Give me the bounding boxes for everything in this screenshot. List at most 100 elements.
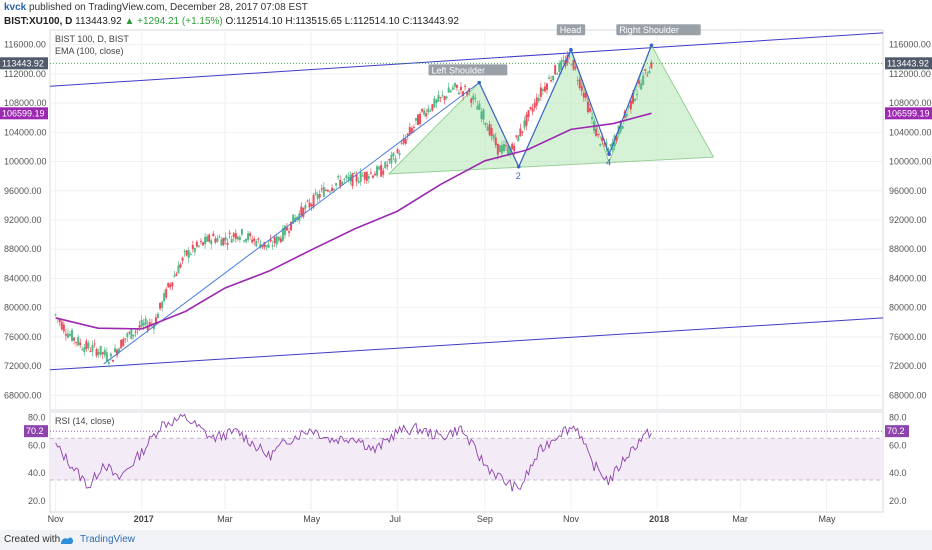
rsi-badge-right: 70.2 <box>887 426 905 436</box>
tradingview-brand[interactable]: TradingView <box>80 534 136 545</box>
candle-body <box>195 241 198 247</box>
price-chart[interactable]: 116000.00 116000.00 112000.00 112000.00 1080… <box>0 0 932 530</box>
rsi-axis-right-tick: 40.0 <box>889 468 907 478</box>
price-axis-left-tick: 72000.00 <box>4 361 42 371</box>
candle-body <box>464 85 467 87</box>
candle-body <box>122 339 125 347</box>
candle-body <box>187 250 190 258</box>
candle-body <box>496 143 499 155</box>
candle-body <box>562 60 565 62</box>
candle-body <box>558 63 561 73</box>
rsi-badge-right-bg <box>885 425 909 438</box>
time-axis-tick: 2017 <box>134 514 154 524</box>
candle-body <box>83 347 86 353</box>
candle-body <box>646 75 649 77</box>
candle-body <box>392 152 395 157</box>
candle-body <box>157 313 160 319</box>
candle-body <box>429 110 432 112</box>
candle-body <box>142 322 145 326</box>
candle-body <box>570 64 573 66</box>
candle-body <box>197 245 200 247</box>
candle-body <box>402 138 405 144</box>
candle-body <box>374 173 377 176</box>
candle-body <box>238 237 241 240</box>
candle-body <box>58 319 61 323</box>
pattern-label: Head <box>560 25 582 35</box>
time-axis-tick: Sep <box>477 514 493 524</box>
candle-body <box>578 79 581 88</box>
candle-body <box>365 172 368 181</box>
candle-body <box>245 238 248 242</box>
author-name[interactable]: kvck <box>4 2 27 13</box>
candle-body <box>355 174 358 182</box>
candle-body <box>322 187 325 197</box>
candle-body <box>240 229 243 235</box>
candle-body <box>275 236 278 245</box>
trend-line <box>103 82 480 365</box>
candle-body <box>220 239 223 246</box>
price-axis-left-tick: 92000.00 <box>4 215 42 225</box>
candle-body <box>404 138 407 144</box>
candle-body <box>462 91 465 97</box>
candle-body <box>85 340 88 350</box>
pattern-point <box>516 164 521 169</box>
candle-body <box>634 98 637 101</box>
candle-body <box>120 339 123 349</box>
candle-body <box>644 69 647 71</box>
candle-body <box>386 164 389 167</box>
candle-body <box>490 127 493 136</box>
candle-body <box>163 293 166 302</box>
ema-line <box>55 112 652 330</box>
candle-body <box>478 103 481 110</box>
candle-body <box>304 205 307 209</box>
candle-body <box>509 148 512 155</box>
candle-body <box>232 233 235 237</box>
candle-body <box>523 120 526 128</box>
candle-body <box>247 233 250 240</box>
pattern-point-label: 2 <box>516 171 521 181</box>
candle-body <box>265 245 268 247</box>
rsi-badge-left-bg <box>24 425 48 438</box>
candle-body <box>124 338 127 340</box>
candle-body <box>576 80 579 82</box>
pattern-label: Left Shoulder <box>432 65 486 75</box>
candle-body <box>279 238 282 243</box>
candle-body <box>87 342 90 349</box>
candle-body <box>535 97 538 106</box>
candle-body <box>400 143 403 145</box>
neckline <box>388 156 714 175</box>
candle-body <box>263 242 266 248</box>
candle-body <box>175 273 178 277</box>
candle-body <box>537 98 540 102</box>
candle-body <box>68 334 71 336</box>
candle-body <box>531 108 534 112</box>
candle-body <box>285 227 288 231</box>
time-axis-tick: Mar <box>732 514 748 524</box>
candle-body <box>218 236 221 238</box>
candle-body <box>470 98 473 103</box>
candle-body <box>159 302 162 309</box>
candle-body <box>627 106 630 108</box>
candle-body <box>541 89 544 91</box>
candle-body <box>255 241 258 247</box>
candle-body <box>554 65 557 75</box>
pattern-label-bg <box>556 24 586 36</box>
candle-body <box>597 133 600 135</box>
price-axis-right-tick: 100000.00 <box>889 157 932 167</box>
ema-value-badge-left: 106599.19 <box>2 108 45 118</box>
candle-body <box>296 216 299 220</box>
rsi-legend: RSI (14, close) <box>55 416 115 426</box>
pattern-point <box>477 80 482 85</box>
candle-body <box>545 83 548 90</box>
candle-body <box>140 319 143 327</box>
candle-body <box>167 282 170 288</box>
candle-body <box>105 352 108 362</box>
candle-body <box>507 146 510 155</box>
candle-body <box>130 328 133 340</box>
candle-body <box>412 126 415 128</box>
publish-info: kvck published on TradingView.com, Decem… <box>4 2 308 14</box>
candle-body <box>398 153 401 156</box>
candle-body <box>543 86 546 92</box>
price-axis-right-tick: 112000.00 <box>889 69 931 79</box>
candle-body <box>591 117 594 120</box>
